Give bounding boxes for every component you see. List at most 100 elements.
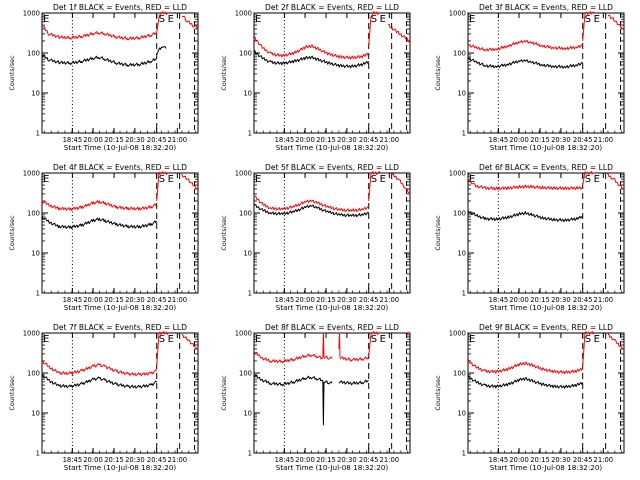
start-marker-label: S — [585, 334, 591, 345]
x-axis-label: Start Time (10-Jul-08 18:32:20) — [64, 143, 177, 152]
end-marker-label: E — [594, 174, 600, 185]
y-tick-label: 10 — [31, 410, 40, 418]
events-series-line — [467, 375, 584, 389]
x-axis-label: Start Time (10-Jul-08 18:32:20) — [490, 463, 603, 472]
x-tick-label: 18:45 — [275, 136, 295, 144]
lld-series-line — [156, 331, 169, 367]
x-axis-label: Start Time (10-Jul-08 18:32:20) — [276, 303, 389, 312]
plot-frame — [467, 332, 625, 454]
x-tick-label: 20:45 — [359, 296, 379, 304]
panel-det-1: Det 1f BLACK = Events, RED = LLD 1 10 100 10… — [8, 3, 199, 152]
edge-marker-label: E — [43, 174, 49, 185]
events-series-line — [253, 374, 323, 387]
x-tick-label: 20:45 — [147, 456, 167, 464]
end-marker-label: E — [168, 334, 174, 345]
events-series-line — [467, 209, 584, 223]
x-tick-label: 20:15 — [104, 136, 124, 144]
x-tick-label: 20:30 — [551, 136, 571, 144]
x-tick-label: 21:00 — [168, 136, 188, 144]
x-tick-label: 21:00 — [168, 296, 188, 304]
lld-series-line — [582, 331, 595, 367]
lld-series-line — [322, 332, 325, 359]
plot-frame — [41, 12, 199, 134]
panel-title: Det 8f BLACK = Events, RED = LLD — [265, 323, 399, 332]
lld-series-line — [338, 332, 341, 358]
lld-series-line — [156, 11, 169, 33]
lld-series-line — [368, 331, 381, 357]
x-tick-label: 20:45 — [573, 136, 593, 144]
y-tick-label: 10 — [31, 250, 40, 258]
lld-series-line — [368, 11, 381, 47]
edge-marker-label: E — [255, 14, 261, 25]
panel-title: Det 1f BLACK = Events, RED = LLD — [53, 3, 187, 12]
x-tick-label: 20:00 — [509, 456, 529, 464]
lld-series-line — [607, 173, 625, 191]
y-tick-label: 100 — [453, 370, 466, 378]
plot-frame — [467, 172, 625, 294]
x-tick-label: 20:15 — [530, 296, 550, 304]
y-tick-label: 10 — [243, 410, 252, 418]
x-tick-label: 21:00 — [380, 136, 400, 144]
x-tick-label: 20:45 — [147, 296, 167, 304]
start-marker-label: S — [159, 334, 165, 345]
plot-frame — [253, 12, 411, 134]
y-tick-label: 1000 — [449, 10, 466, 18]
x-tick-label: 21:00 — [380, 296, 400, 304]
plot-frame — [253, 172, 411, 294]
panel-title: Det 7f BLACK = Events, RED = LLD — [53, 323, 187, 332]
y-tick-label: 1 — [462, 130, 466, 138]
lld-series-line — [467, 177, 583, 191]
x-tick-label: 20:00 — [295, 456, 315, 464]
lld-series-line — [41, 199, 158, 211]
lld-series-line — [582, 11, 595, 42]
x-tick-label: 18:45 — [63, 136, 83, 144]
y-tick-label: 100 — [27, 50, 40, 58]
edge-marker-label: E — [255, 334, 261, 345]
lld-series-line — [41, 360, 158, 377]
x-tick-label: 18:45 — [489, 136, 509, 144]
start-marker-label: S — [585, 14, 591, 25]
y-tick-label: 1 — [248, 450, 252, 458]
end-marker-label: E — [168, 174, 174, 185]
panel-det-9: Det 9f BLACK = Events, RED = LLD 1 10 100 10… — [434, 323, 625, 472]
lld-series-line — [607, 14, 625, 31]
x-tick-label: 20:15 — [316, 296, 336, 304]
x-axis-label: Start Time (10-Jul-08 18:32:20) — [276, 143, 389, 152]
y-tick-label: 1000 — [235, 330, 252, 338]
lld-series-line — [181, 15, 199, 29]
lld-series-line — [467, 359, 584, 375]
start-marker-label: S — [371, 334, 377, 345]
x-tick-label: 20:30 — [551, 296, 571, 304]
x-axis-label: Start Time (10-Jul-08 18:32:20) — [490, 303, 603, 312]
panel-title: Det 5f BLACK = Events, RED = LLD — [265, 163, 399, 172]
lld-series-line — [406, 331, 411, 335]
x-tick-label: 20:00 — [83, 136, 103, 144]
y-tick-label: 1 — [462, 450, 466, 458]
edge-marker-label: E — [43, 14, 49, 25]
y-axis-label: Counts/sec — [8, 375, 16, 411]
events-series-line — [322, 380, 325, 426]
lld-series-line — [339, 356, 369, 362]
y-tick-label: 100 — [27, 210, 40, 218]
y-tick-label: 10 — [31, 90, 40, 98]
y-axis-label: Counts/sec — [8, 215, 16, 251]
lld-series-line — [254, 195, 369, 213]
lld-series-line — [323, 355, 333, 360]
x-tick-label: 18:45 — [63, 296, 83, 304]
events-series-line — [323, 380, 333, 385]
start-marker-label: S — [159, 14, 165, 25]
y-axis-label: Counts/sec — [434, 55, 442, 91]
x-tick-label: 20:45 — [573, 456, 593, 464]
lld-series-line — [41, 26, 157, 41]
events-series-line — [467, 57, 583, 69]
events-series-line — [338, 379, 369, 386]
x-tick-label: 20:00 — [509, 136, 529, 144]
y-tick-label: 100 — [27, 370, 40, 378]
y-tick-label: 10 — [457, 90, 466, 98]
y-tick-label: 1 — [248, 290, 252, 298]
panel-title: Det 4f BLACK = Events, RED = LLD — [53, 163, 187, 172]
events-series-line — [253, 204, 370, 218]
y-tick-label: 10 — [243, 250, 252, 258]
y-axis-label: Counts/sec — [220, 55, 228, 91]
lld-series-line — [582, 171, 595, 186]
